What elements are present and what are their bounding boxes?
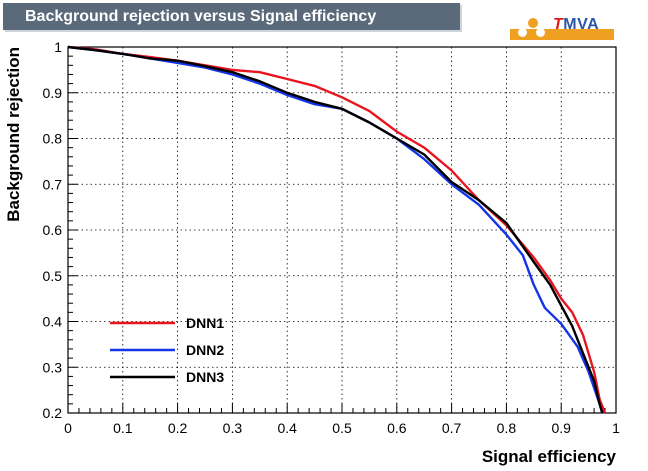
series-line-dnn1 (67, 45, 607, 414)
series-line-dnn2 (67, 45, 604, 414)
x-tick-label: 0.4 (277, 420, 297, 436)
x-tick-label: 0.9 (551, 420, 571, 436)
y-tick-label: 1 (54, 39, 62, 55)
x-tick-label: 0.8 (497, 420, 517, 436)
logo-dot-orange (528, 18, 538, 28)
x-tick-label: 0.6 (387, 420, 407, 436)
logo-bar (510, 29, 614, 40)
x-tick-label: 0.1 (113, 420, 133, 436)
logo-text-t: T (553, 16, 564, 33)
series-layer (67, 45, 607, 414)
y-tick-label: 0.6 (43, 222, 63, 238)
y-tick-label: 0.9 (43, 85, 63, 101)
legend-label-dnn2: DNN2 (186, 342, 224, 358)
legend-label-dnn1: DNN1 (186, 315, 224, 331)
logo-text-mva: MVA (563, 16, 600, 33)
x-tick-label: 0.5 (332, 420, 352, 436)
logo-dot-white-left (518, 28, 527, 37)
x-tick-label: 0.3 (223, 420, 243, 436)
y-tick-label: 0.3 (43, 359, 63, 375)
x-tick-label: 0.7 (442, 420, 462, 436)
x-tick-label: 0 (64, 420, 72, 436)
legend: DNN1 DNN2 DNN3 (110, 315, 224, 385)
tmva-logo: TMVA (510, 12, 614, 42)
logo-dot-white-right (536, 28, 545, 37)
y-axis-title: Background rejection (4, 47, 23, 222)
y-tick-label: 0.4 (43, 314, 63, 330)
legend-label-dnn3: DNN3 (186, 369, 224, 385)
y-tick-label: 0.2 (43, 405, 63, 421)
y-tick-label: 0.5 (43, 268, 63, 284)
x-axis-title: Signal efficiency (482, 447, 617, 466)
y-tick-label: 0.8 (43, 131, 63, 147)
grid-layer (68, 47, 616, 413)
tick-layer: 0 0.1 0.2 0.3 0.4 0.5 0.6 0.7 0.8 0.9 1 0.2 0.3 0.4 0.… (43, 39, 621, 436)
chart-title: Background rejection versus Signal effic… (3, 3, 460, 30)
y-tick-label: 0.7 (43, 176, 63, 192)
x-tick-label: 1 (612, 420, 620, 436)
series-line-dnn3 (67, 45, 604, 414)
x-tick-label: 0.2 (168, 420, 188, 436)
logo-text: TMVA (553, 16, 599, 34)
